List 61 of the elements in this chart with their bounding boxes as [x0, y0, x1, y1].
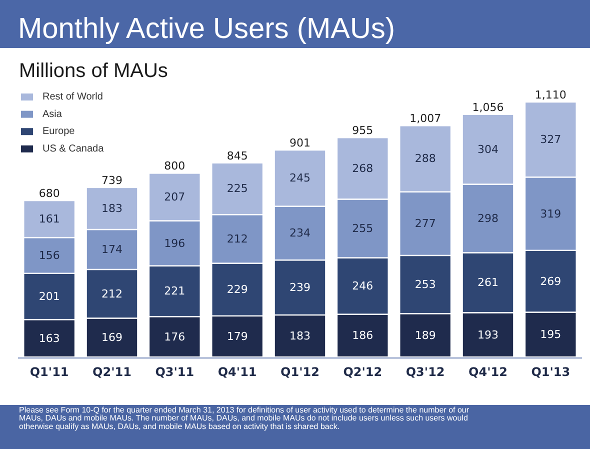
total-label: 800 [164, 160, 186, 173]
data-label: 245 [290, 172, 310, 185]
data-label: 189 [414, 328, 436, 342]
data-label: 183 [290, 329, 310, 342]
data-label: 156 [38, 248, 60, 262]
legend-label: US & Canada [42, 143, 104, 154]
data-label: 195 [540, 328, 562, 342]
data-label: 261 [478, 276, 498, 290]
chart-title: Monthly Active Users (MAUs) [18, 13, 396, 45]
x-tick-label: Q3'12 [406, 365, 445, 379]
data-label: 207 [164, 190, 186, 204]
data-label: 304 [478, 142, 498, 156]
data-label: 186 [352, 329, 374, 342]
data-label: 212 [102, 287, 122, 300]
data-label: 169 [102, 331, 122, 344]
text: Please see Form 10-Q for the quarter ended March 31, 2013 for definitions of user activity used to determine the number of our MAUs, DAUs and mobile MAUs. The number of MAUs, DAUs, and mobile MAUs do not include users unless such users would otherwise qualify as MAUs, DAUs, and mobile MAUs based on activity that is shared back. [19, 406, 470, 431]
legend-label: Rest of World [42, 92, 103, 102]
x-tick-label: Q2'12 [343, 365, 382, 379]
total-label: 1,056 [472, 100, 504, 114]
legend-label: Asia [42, 108, 62, 120]
data-label: 269 [540, 274, 562, 288]
data-label: 239 [290, 281, 310, 294]
data-label: 288 [414, 152, 436, 166]
data-label: 163 [38, 332, 60, 345]
x-tick-label: Q1'12 [280, 365, 320, 379]
x-tick-label: Q4'12 [468, 365, 508, 379]
data-label: 176 [164, 330, 186, 344]
total-label: 955 [352, 124, 374, 138]
data-label: 327 [540, 133, 562, 146]
total-label: 680 [38, 187, 60, 200]
data-label: 212 [226, 232, 248, 246]
total-label: 901 [290, 136, 310, 150]
data-label: 183 [102, 202, 122, 215]
data-label: 193 [478, 328, 498, 342]
total-label: 1,110 [534, 88, 566, 102]
x-tick-label: Q1'13 [531, 365, 570, 379]
total-label: 739 [102, 174, 122, 187]
x-tick-label: Q3'11 [155, 365, 194, 379]
data-label: 225 [226, 182, 248, 196]
data-label: 229 [226, 283, 248, 296]
legend-label: Europe [42, 126, 76, 138]
total-label: 1,007 [410, 112, 442, 126]
data-label: 246 [352, 280, 374, 293]
x-tick-label: Q1'11 [30, 365, 69, 379]
data-label: 277 [414, 217, 436, 230]
data-label: 298 [478, 212, 498, 225]
data-label: 255 [352, 222, 374, 235]
data-label: 179 [226, 330, 248, 343]
data-label: 221 [164, 284, 186, 298]
data-label: 234 [290, 226, 310, 240]
x-tick-label: Q2'11 [92, 365, 132, 379]
x-tick-label: Q4'11 [218, 365, 257, 379]
data-label: 268 [352, 162, 374, 175]
data-label: 174 [102, 242, 122, 256]
data-label: 201 [38, 290, 60, 303]
chart-subtitle: Millions of MAUs [19, 60, 168, 82]
data-label: 253 [414, 278, 436, 292]
data-label: 161 [38, 212, 60, 226]
data-label: 196 [164, 236, 186, 250]
total-label: 845 [226, 149, 248, 162]
data-label: 319 [540, 207, 562, 220]
